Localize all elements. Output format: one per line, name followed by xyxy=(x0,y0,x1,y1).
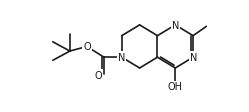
Text: OH: OH xyxy=(168,82,183,92)
Text: N: N xyxy=(118,53,125,63)
Text: O: O xyxy=(95,70,102,80)
Text: N: N xyxy=(172,21,179,31)
Text: O: O xyxy=(83,41,91,51)
Text: N: N xyxy=(190,53,197,63)
